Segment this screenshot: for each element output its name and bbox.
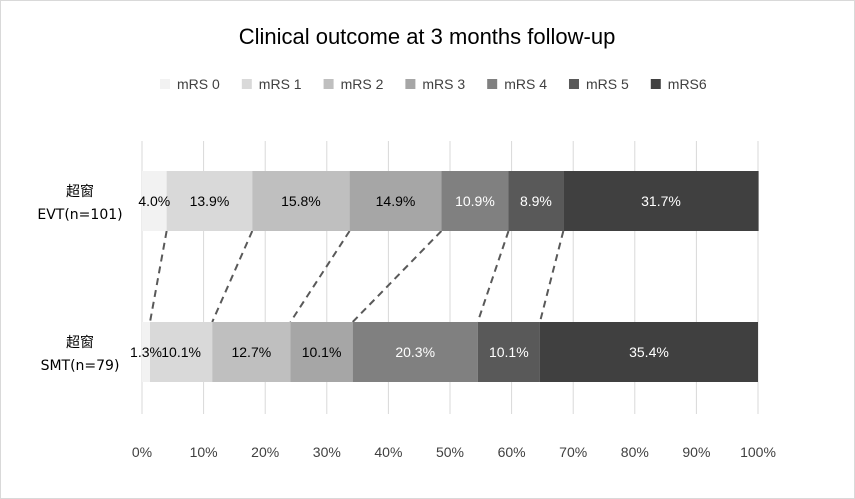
connector-line [476, 230, 510, 323]
data-label: 15.8% [281, 193, 321, 209]
x-tick-label: 30% [313, 444, 341, 460]
data-label: 12.7% [231, 344, 271, 360]
legend-swatch [405, 79, 416, 89]
bar-segment [349, 171, 442, 231]
data-label: 35.4% [629, 344, 669, 360]
bar-segment [290, 322, 353, 382]
connector-line [149, 230, 168, 323]
legend-swatch [568, 79, 579, 89]
x-tick-label: 0% [132, 444, 152, 460]
data-label: 10.1% [302, 344, 342, 360]
data-label: 10.9% [455, 193, 495, 209]
data-labels: 4.0% 13.9% 15.8% 14.9% 10.9% 8.9% 31.7%1.3% 10.… [130, 193, 681, 360]
legend-label: mRS 4 [504, 76, 547, 92]
x-tick-label: 70% [559, 444, 587, 460]
legend-label: mRS 2 [341, 76, 384, 92]
data-label: 10.1% [161, 344, 201, 360]
bar-segment [563, 171, 759, 231]
x-tick-label: 60% [498, 444, 526, 460]
connector-lines [149, 230, 565, 323]
bar-segment [477, 322, 540, 382]
x-tick-label: 90% [682, 444, 710, 460]
x-tick-label: 40% [374, 444, 402, 460]
x-tick-label: 20% [251, 444, 279, 460]
bar-segment [508, 171, 564, 231]
data-label: 13.9% [190, 193, 230, 209]
x-tick-label: 100% [740, 444, 776, 460]
connector-line [211, 230, 254, 323]
connector-line [538, 230, 565, 323]
category-label-line1: 超窗 [66, 183, 94, 200]
legend-label: mRS 5 [586, 76, 629, 92]
connector-line [351, 230, 443, 323]
category-labels: 超窗 EVT(n=101) 超窗 SMT(n=79) [37, 183, 122, 374]
bar-segment [539, 322, 758, 382]
legend-swatch [160, 79, 170, 89]
bar-segment [252, 171, 350, 231]
legend-swatch [323, 79, 334, 89]
data-label: 1.3% [130, 344, 162, 360]
x-tick-label: 50% [436, 444, 464, 460]
connector-line [289, 230, 351, 323]
category-label-line2: SMT(n=79) [41, 358, 120, 374]
legend: mRS 0 mRS 1 mRS 2 mRS 3 mRS 4 mRS 5 mRS6 [160, 76, 707, 92]
data-label: 4.0% [138, 193, 170, 209]
legend-label: mRS 0 [177, 76, 220, 92]
bar-segment [150, 322, 213, 382]
x-tick-label: 80% [621, 444, 649, 460]
legend-label: mRS 3 [422, 76, 465, 92]
bar-segment [142, 171, 167, 231]
x-tick-label: 10% [190, 444, 218, 460]
category-label-line1: 超窗 [66, 334, 94, 351]
x-axis-ticks: 0% 10% 20% 30% 40% 50% 60% 70% 80% 90% 100% [132, 444, 776, 460]
category-label-line2: EVT(n=101) [37, 207, 122, 223]
data-label: 8.9% [520, 193, 552, 209]
bar-segment [142, 322, 151, 382]
legend-label: mRS 1 [259, 76, 302, 92]
data-label: 10.1% [489, 344, 529, 360]
bars [142, 171, 759, 382]
chart-title: Clinical outcome at 3 months follow-up [239, 24, 616, 49]
data-label: 14.9% [376, 193, 416, 209]
data-label: 31.7% [641, 193, 681, 209]
legend-label: mRS6 [668, 76, 707, 92]
bar-segment [441, 171, 509, 231]
bar-segment [166, 171, 253, 231]
bar-segment [212, 322, 291, 382]
legend-swatch [487, 79, 498, 89]
bar-segment [352, 322, 478, 382]
legend-swatch [650, 79, 661, 89]
data-label: 20.3% [395, 344, 435, 360]
legend-swatch [241, 79, 252, 89]
